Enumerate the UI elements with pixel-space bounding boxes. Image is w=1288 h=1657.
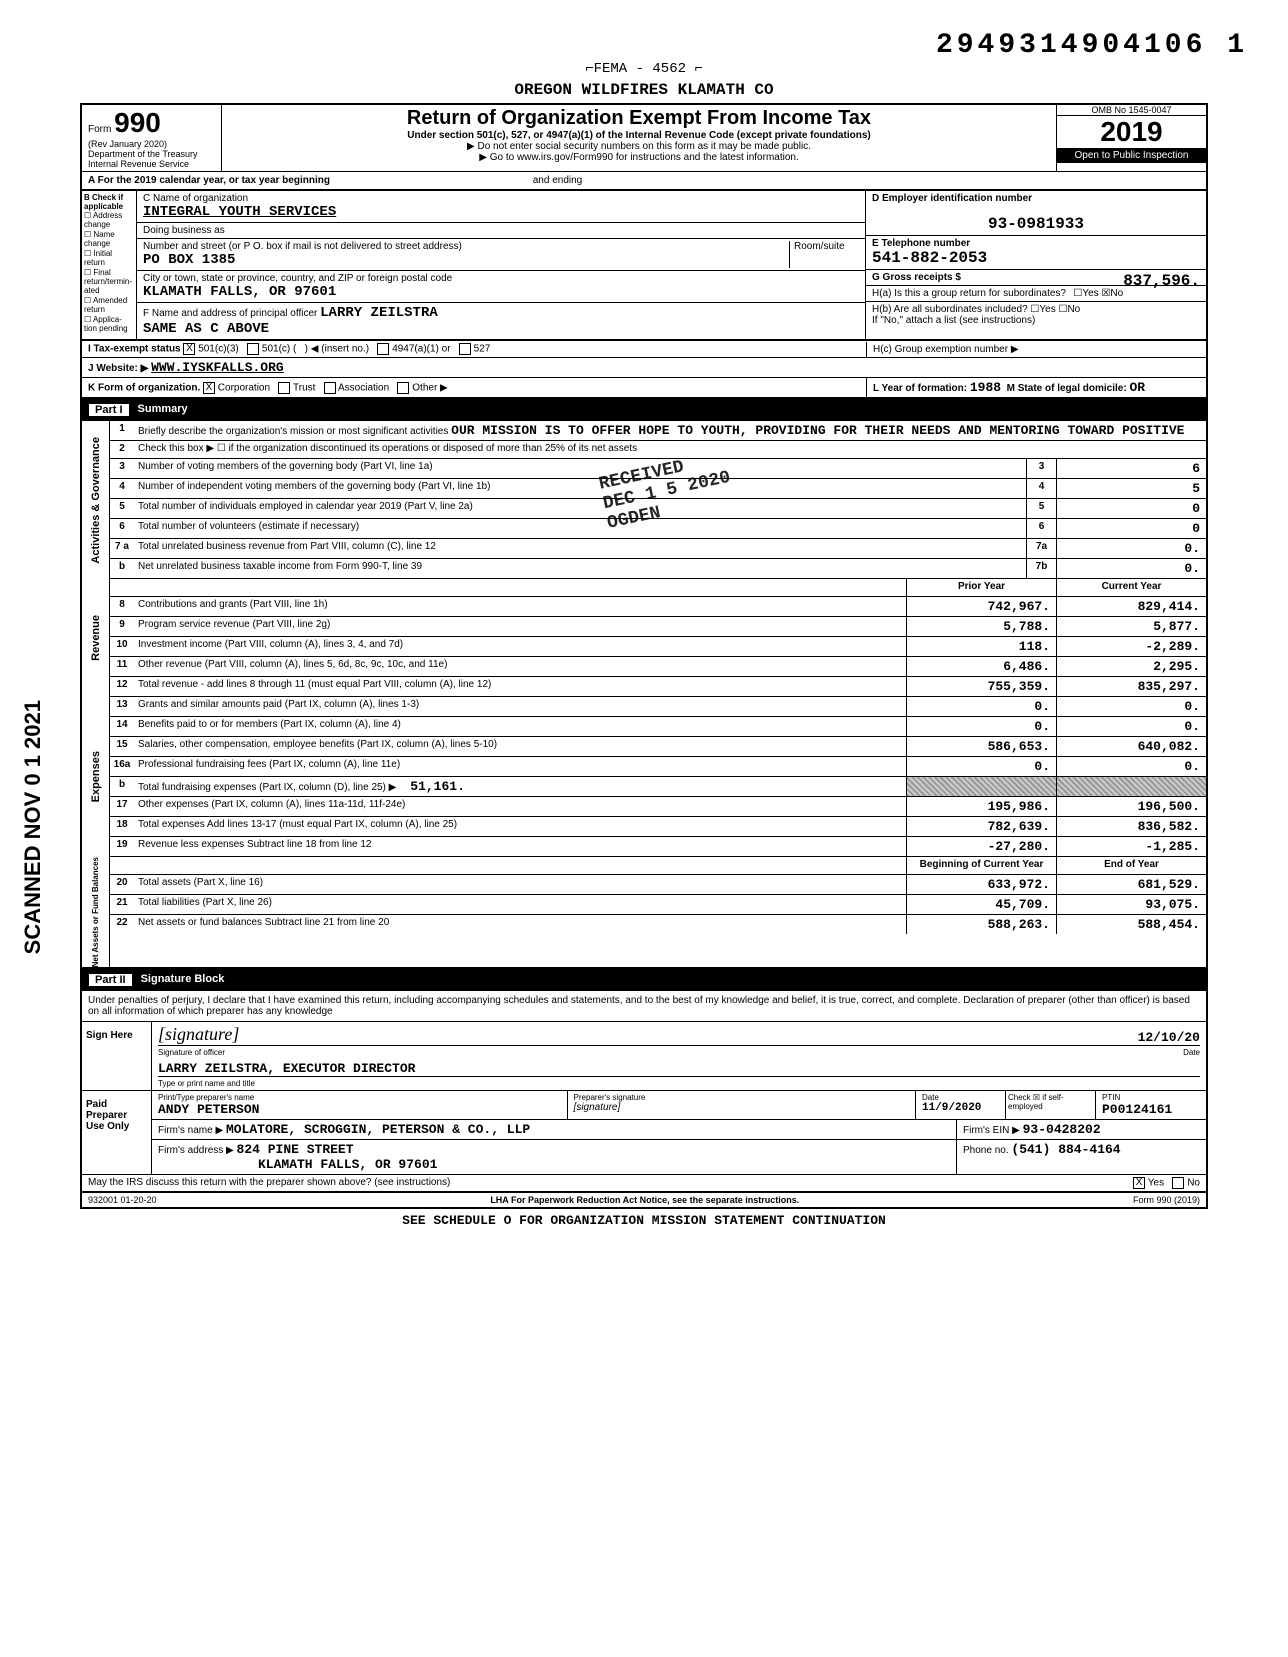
form-id-box: Form 990 (Rev January 2020) Department o… bbox=[82, 105, 222, 171]
side-governance: Activities & Governance bbox=[90, 437, 102, 564]
subtitle: OREGON WILDFIRES KLAMATH CO bbox=[80, 81, 1208, 99]
col-b-checkboxes: B Check if applicable ☐ Address change ☐… bbox=[82, 191, 137, 339]
side-revenue: Revenue bbox=[90, 615, 102, 661]
form-title-box: Return of Organization Exempt From Incom… bbox=[222, 105, 1056, 171]
sign-here-row: Sign Here [signature] 12/10/20 Signature… bbox=[82, 1022, 1206, 1091]
document-code: 2949314904106 1 bbox=[80, 30, 1248, 61]
penalties-text: Under penalties of perjury, I declare th… bbox=[82, 991, 1206, 1022]
paid-preparer-row: Paid Preparer Use Only Print/Type prepar… bbox=[82, 1091, 1206, 1175]
discuss-row: May the IRS discuss this return with the… bbox=[82, 1175, 1206, 1191]
row-a: A For the 2019 calendar year, or tax yea… bbox=[80, 171, 1208, 191]
side-netassets: Net Assets or Fund Balances bbox=[91, 857, 100, 967]
scanned-stamp: SCANNED NOV 0 1 2021 bbox=[20, 700, 46, 954]
footer: 932001 01-20-20 LHA For Paperwork Reduct… bbox=[80, 1193, 1208, 1209]
row-k: K Form of organization. X Corporation Tr… bbox=[80, 378, 1208, 399]
schedule-o-note: SEE SCHEDULE O FOR ORGANIZATION MISSION … bbox=[80, 1209, 1208, 1232]
side-expenses: Expenses bbox=[90, 751, 102, 802]
fema-line: ⌐FEMA - 4562 ⌐ bbox=[80, 61, 1208, 77]
part-2-header: Part II Signature Block bbox=[80, 969, 1208, 991]
col-c: C Name of organization INTEGRAL YOUTH SE… bbox=[137, 191, 866, 339]
row-i: I Tax-exempt status X 501(c)(3) 501(c) (… bbox=[80, 341, 1208, 358]
year-box: OMB No 1545-0047 2019 Open to Public Ins… bbox=[1056, 105, 1206, 171]
col-d: D Employer identification number 93-0981… bbox=[866, 191, 1206, 339]
row-j: J Website: ▶ WWW.IYSKFALLS.ORG bbox=[80, 358, 1208, 378]
part-1-header: Part I Summary bbox=[80, 399, 1208, 421]
